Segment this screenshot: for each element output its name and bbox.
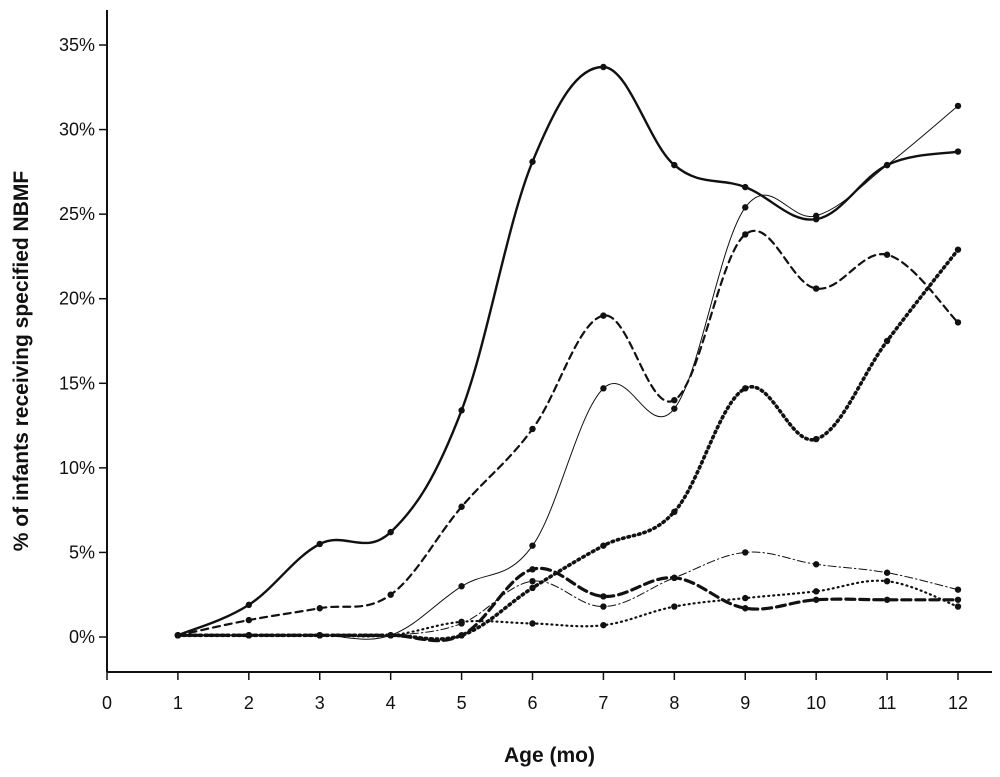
series-line-5 [177, 551, 959, 637]
data-point-s2-x3 [316, 605, 323, 612]
data-point-s7-x8 [671, 603, 678, 610]
data-point-s1-x12 [954, 148, 962, 155]
data-point-s3-x10 [812, 212, 820, 220]
data-point-s6-x6 [529, 566, 536, 573]
data-point-s3-x8 [671, 405, 678, 412]
data-point-s5-x12 [954, 586, 962, 593]
data-point-s3-x7 [600, 385, 607, 392]
data-point-s7-x1 [174, 632, 182, 639]
data-point-s2-x8 [671, 397, 678, 404]
data-point-s7-x3 [316, 632, 323, 639]
data-point-s1-x5 [458, 407, 465, 414]
data-point-s5-x11 [883, 569, 891, 576]
x-tick-label: 5 [457, 693, 467, 713]
data-point-s5-x10 [812, 561, 820, 568]
data-point-s2-x2 [245, 616, 253, 624]
x-tick-label: 4 [386, 693, 396, 713]
data-point-s2-x12 [954, 319, 962, 326]
x-tick-label: 1 [173, 693, 183, 713]
data-point-s4-x8 [671, 508, 678, 516]
data-point-s7-x12 [954, 603, 962, 610]
data-point-s4-x11 [883, 337, 891, 345]
x-tick-label: 11 [878, 693, 897, 713]
x-axis-title: Age (mo) [504, 744, 595, 767]
x-tick-label: 6 [527, 693, 537, 713]
y-tick-label: 15% [59, 373, 95, 393]
data-point-s7-x7 [600, 621, 607, 629]
data-point-s1-x7 [600, 63, 607, 71]
y-tick-label: 10% [59, 458, 95, 478]
data-point-s2-x10 [812, 285, 820, 292]
data-point-s6-x5 [458, 632, 465, 639]
data-point-s4-x12 [954, 246, 962, 253]
series-layer [176, 65, 960, 643]
y-axis-title: % of infants receiving specified NBMF [10, 171, 33, 552]
data-point-s5-x9 [742, 549, 749, 556]
data-point-s3-x11 [883, 161, 891, 169]
data-point-s2-x4 [387, 591, 394, 598]
y-tick-label: 30% [59, 120, 95, 140]
x-tick-label: 2 [244, 693, 254, 713]
x-tick-label: 8 [669, 693, 679, 713]
series-line-2 [176, 230, 960, 637]
data-point-s7-x10 [812, 588, 820, 595]
y-tick-label: 25% [59, 204, 95, 224]
y-tick-label: 5% [69, 542, 95, 562]
data-point-s2-x7 [600, 312, 607, 319]
data-point-s1-x9 [742, 183, 749, 191]
data-point-s6-x7 [600, 593, 607, 600]
y-tick-label: 0% [69, 627, 95, 647]
data-point-s3-x6 [529, 542, 536, 549]
data-point-s4-x9 [742, 385, 749, 392]
series-line-3 [177, 105, 959, 640]
data-point-s5-x7 [600, 603, 607, 610]
points-layer [174, 63, 962, 639]
data-point-s5-x6 [529, 577, 536, 585]
data-point-s4-x6 [529, 584, 536, 592]
data-point-s7-x4 [387, 632, 394, 639]
data-point-s6-x8 [671, 574, 678, 581]
data-point-s2-x5 [458, 503, 465, 510]
x-tick-label: 10 [806, 693, 826, 713]
data-point-s7-x11 [883, 577, 891, 585]
data-point-s4-x10 [812, 435, 820, 443]
y-tick-label: 35% [59, 35, 95, 55]
data-point-s7-x9 [742, 594, 749, 602]
x-tick-label: 0 [102, 693, 112, 713]
data-point-s3-x12 [954, 102, 962, 110]
series-line-7 [176, 579, 960, 638]
data-point-s1-x8 [671, 161, 678, 169]
data-point-s2-x9 [742, 231, 749, 238]
data-point-s4-x7 [600, 542, 607, 549]
series-line-6 [176, 566, 960, 643]
data-point-s6-x12 [954, 596, 962, 603]
data-point-s6-x11 [883, 596, 891, 603]
x-tick-label: 9 [740, 693, 750, 713]
data-point-s3-x9 [742, 204, 749, 211]
data-point-s1-x3 [316, 540, 323, 548]
x-tick-label: 3 [315, 693, 325, 713]
x-tick-label: 12 [948, 693, 968, 713]
x-tick-label: 7 [598, 693, 608, 713]
data-point-s7-x5 [458, 618, 465, 625]
data-point-s2-x6 [529, 425, 536, 433]
data-point-s1-x2 [245, 601, 253, 609]
data-point-s7-x2 [245, 632, 253, 639]
data-point-s6-x10 [812, 596, 820, 603]
data-point-s2-x11 [883, 251, 891, 258]
axes: 0 1 2 3 4 5 6 7 8 9 10 11 120%5%10%15%20%25%30%35% [59, 10, 992, 713]
data-point-s7-x6 [529, 620, 536, 627]
data-point-s1-x6 [529, 158, 536, 165]
series-line-1 [176, 65, 960, 637]
data-point-s1-x4 [387, 528, 394, 536]
data-point-s6-x9 [742, 605, 749, 612]
y-tick-label: 20% [59, 289, 95, 309]
data-point-s3-x5 [458, 583, 465, 590]
